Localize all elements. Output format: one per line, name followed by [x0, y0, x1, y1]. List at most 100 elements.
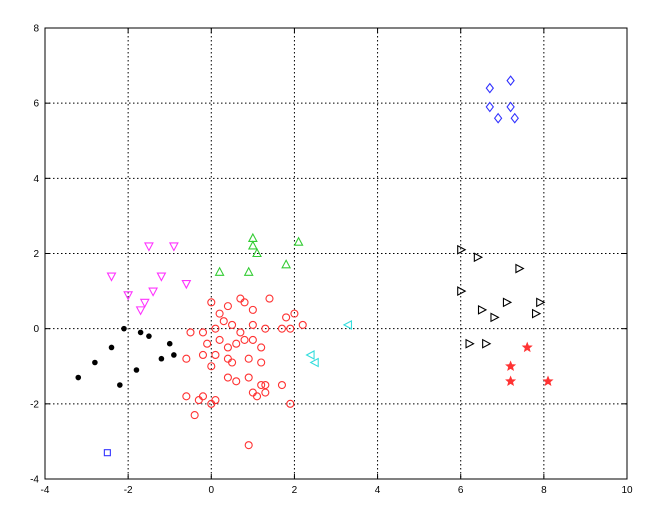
data-point [198, 350, 208, 360]
data-point [121, 325, 127, 332]
x-tick-label: -2 [124, 485, 133, 496]
data-point [146, 333, 152, 339]
data-point [232, 339, 241, 348]
data-point [135, 306, 146, 316]
data-point [342, 319, 353, 330]
data-point [248, 320, 257, 329]
data-point [506, 75, 515, 87]
data-point [506, 101, 515, 113]
data-point [223, 343, 232, 352]
data-point [117, 382, 123, 388]
y-tick-label: -4 [30, 475, 39, 486]
data-point [261, 324, 270, 333]
y-tick-label: 4 [33, 174, 39, 185]
data-point [207, 298, 216, 307]
data-point [252, 247, 262, 258]
x-tick-label: 2 [292, 485, 298, 496]
data-point [457, 286, 467, 297]
data-point [510, 112, 519, 124]
data-point [277, 324, 287, 333]
x-tick-label: 0 [209, 485, 215, 496]
data-point [211, 396, 220, 405]
data-point [485, 101, 495, 113]
y-tick-label: -2 [30, 399, 39, 410]
data-point [465, 338, 475, 349]
data-point [490, 312, 500, 323]
data-point [228, 320, 237, 329]
data-point [261, 388, 270, 397]
data-point [181, 280, 192, 290]
data-point [243, 266, 254, 276]
data-point [286, 399, 295, 408]
data-point [482, 338, 492, 349]
data-point [257, 380, 266, 390]
data-point [257, 358, 266, 367]
data-point [108, 344, 115, 351]
data-point [186, 328, 195, 337]
data-point [166, 340, 173, 347]
data-point [515, 263, 525, 274]
x-tick-label: -4 [41, 485, 50, 496]
data-point [148, 287, 159, 297]
data-point [215, 309, 224, 318]
data-point [144, 242, 154, 252]
data-point [244, 441, 253, 450]
data-point [168, 242, 179, 252]
data-point [290, 309, 299, 318]
x-tick-label: 6 [458, 485, 464, 496]
data-point [240, 335, 249, 344]
data-point [281, 259, 292, 269]
data-point [223, 373, 232, 382]
data-point [190, 411, 199, 420]
data-point [286, 324, 295, 333]
data-point [247, 240, 258, 250]
data-point [505, 375, 517, 386]
data-point [171, 352, 177, 358]
data-point [214, 266, 225, 276]
data-point [198, 328, 208, 337]
y-tick-label: 0 [33, 324, 39, 335]
data-point [215, 335, 224, 344]
data-point [502, 297, 513, 308]
data-point [252, 392, 262, 401]
data-point [203, 339, 212, 348]
data-point [457, 244, 467, 255]
data-point [477, 304, 488, 315]
data-point [240, 298, 249, 307]
data-point [223, 302, 232, 311]
data-point [207, 362, 216, 371]
data-point [277, 380, 287, 390]
data-point [305, 350, 315, 360]
data-point [103, 449, 111, 457]
x-tick-label: 4 [375, 485, 381, 496]
data-point [265, 294, 274, 303]
data-point [542, 375, 554, 386]
data-point [182, 354, 191, 363]
plot-frame [44, 27, 628, 480]
data-points [75, 75, 554, 457]
data-point [123, 291, 134, 301]
x-tick-label: 10 [621, 485, 633, 496]
y-tick-label: 2 [33, 249, 39, 260]
data-point [309, 357, 319, 368]
y-tick-label: 6 [33, 99, 39, 110]
grid [45, 28, 627, 479]
data-point [232, 377, 241, 386]
data-point [158, 355, 165, 362]
data-point [485, 82, 495, 94]
data-point [133, 367, 140, 373]
data-point [293, 236, 304, 246]
data-point [92, 359, 98, 366]
data-point [248, 335, 257, 344]
data-point [219, 317, 228, 326]
data-point [536, 297, 546, 308]
data-point [228, 358, 237, 367]
data-point [493, 112, 503, 124]
data-point [182, 392, 191, 401]
data-point [137, 329, 144, 336]
data-point [198, 392, 208, 401]
data-point [244, 373, 253, 382]
x-tick-label: 8 [541, 485, 547, 496]
data-point [244, 354, 253, 363]
